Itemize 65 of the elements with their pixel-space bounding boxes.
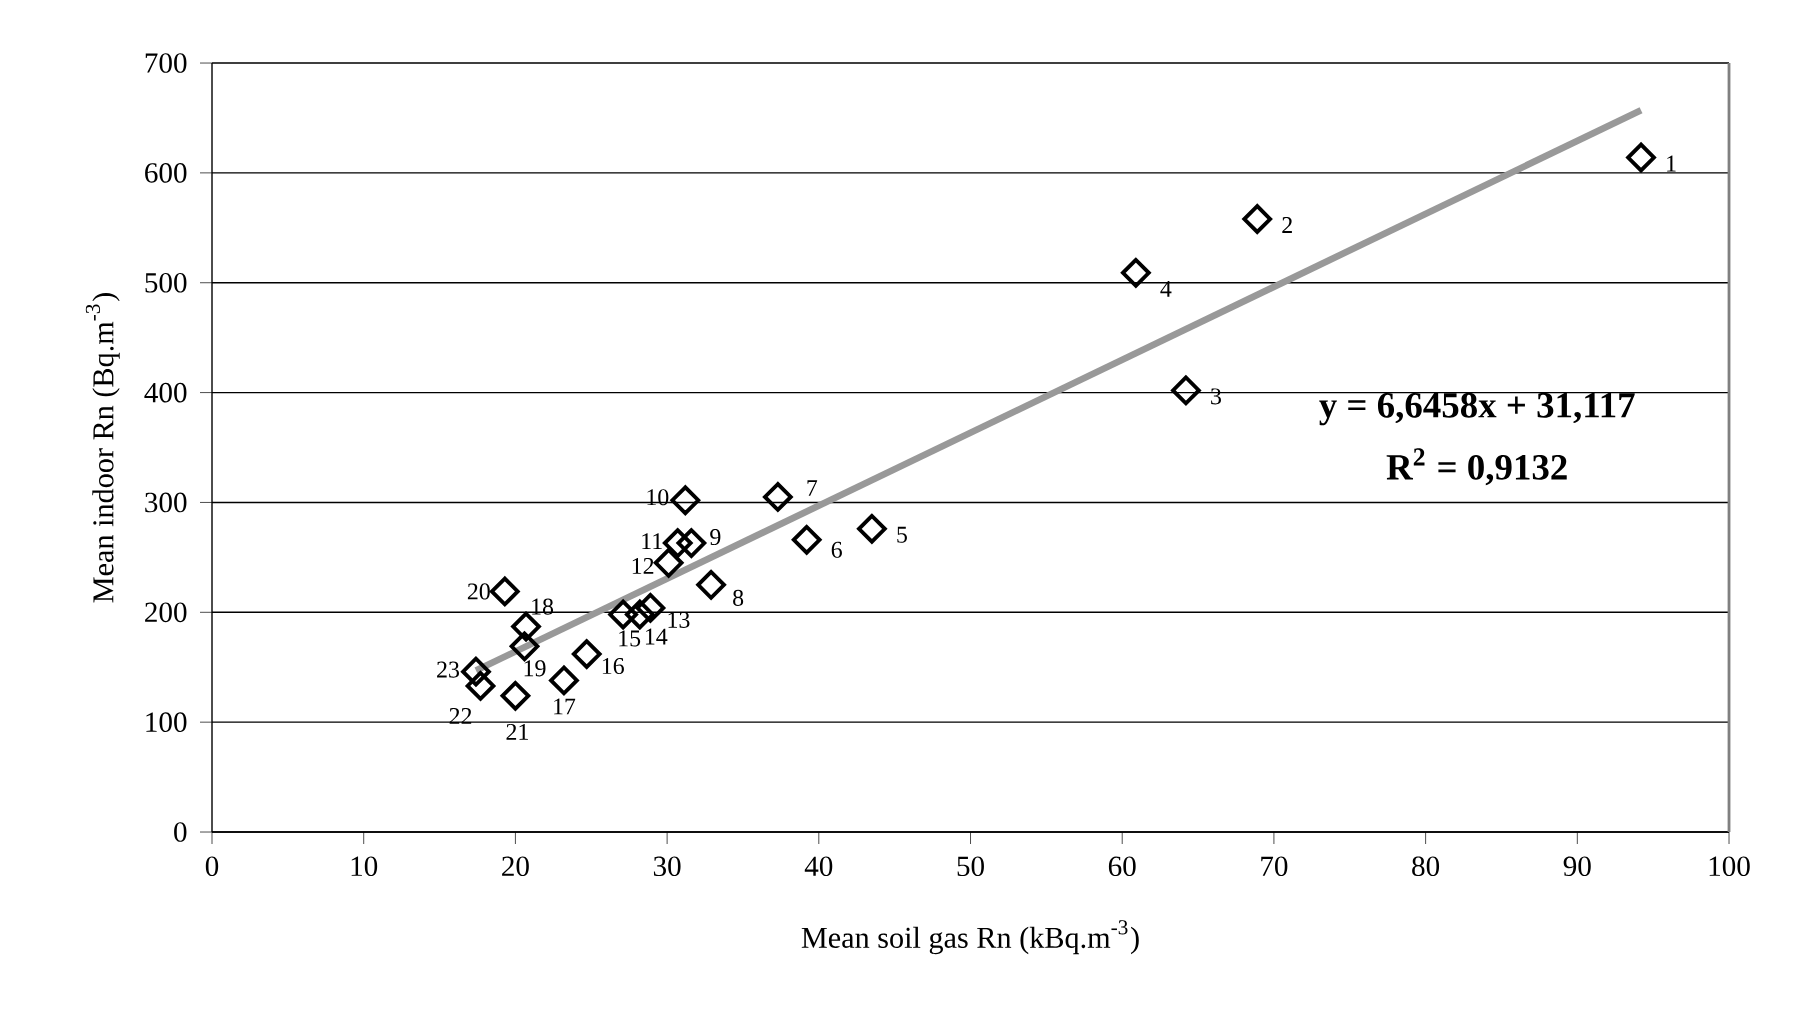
x-tick-label: 60 <box>1108 856 1136 877</box>
x-axis-title: Mean soil gas Rn (kBq.m$^{-3}$) <box>801 920 1139 955</box>
x-tick-label: 10 <box>351 856 378 877</box>
x-tick-label: 20 <box>502 856 529 877</box>
annotation: 21 <box>506 723 528 740</box>
point <box>762 482 793 512</box>
point <box>489 576 520 607</box>
x-tick-label: 30 <box>653 856 681 877</box>
x-tick-label: 50 <box>957 856 984 877</box>
annotation: R$^{2}$ = 0,9132 <box>1386 448 1567 486</box>
point <box>635 593 666 623</box>
annotation: 4 <box>1160 280 1172 297</box>
annotation: 10 <box>647 489 669 506</box>
point <box>500 680 531 711</box>
annotation: 15 <box>619 630 641 647</box>
x-tick-label: 70 <box>1261 856 1288 877</box>
annotation: 9 <box>710 529 721 546</box>
annotation: 12 <box>632 557 654 574</box>
annotation: 5 <box>897 526 907 543</box>
annotation: 19 <box>524 660 546 677</box>
point <box>1171 375 1201 406</box>
annotation: 8 <box>733 589 744 606</box>
point <box>696 569 726 600</box>
annotation: 6 <box>831 541 842 558</box>
x-tick-label: 80 <box>1412 856 1440 877</box>
y-axis-title: Mean indoor Rn (Bq.m$^{-3}$) <box>85 293 120 603</box>
annotation: 22 <box>449 708 472 724</box>
annotation: 11 <box>642 533 662 549</box>
y-tick-label: 400 <box>144 382 187 403</box>
point <box>571 639 602 669</box>
x-tick-label: 40 <box>804 856 833 877</box>
x-tick-label: 90 <box>1563 856 1591 877</box>
point <box>791 524 822 555</box>
annotation: 7 <box>807 480 818 496</box>
annotation: 20 <box>467 583 490 600</box>
y-tick-label: 500 <box>145 272 187 293</box>
point <box>1242 204 1273 234</box>
point <box>461 656 491 687</box>
annotation: 17 <box>554 698 576 715</box>
annotation: 14 <box>645 628 668 645</box>
y-tick-label: 200 <box>145 602 187 623</box>
y-tick-label: 0 <box>174 822 187 842</box>
annotation: 2 <box>1282 217 1292 233</box>
point <box>608 599 638 630</box>
y-tick-label: 300 <box>145 492 187 513</box>
point <box>465 671 496 701</box>
annotation: y = 6,6458x + 31,117 <box>1319 392 1635 426</box>
y-tick-label: 100 <box>146 712 187 732</box>
point <box>662 528 693 558</box>
point <box>549 665 579 696</box>
y-tick-label: 700 <box>145 53 187 73</box>
annotation: 23 <box>437 661 459 678</box>
annotation: 1 <box>1667 155 1676 172</box>
point <box>676 528 707 558</box>
point <box>670 485 701 516</box>
annotation: 3 <box>1211 388 1221 405</box>
point <box>509 631 540 662</box>
x-tick-label: 100 <box>1709 856 1750 877</box>
point <box>1626 142 1656 173</box>
annotation: 16 <box>602 658 624 675</box>
point <box>653 548 684 578</box>
point <box>1121 257 1151 288</box>
y-tick-label: 600 <box>145 163 187 183</box>
x-tick-label: 0 <box>205 856 219 877</box>
point <box>857 513 887 544</box>
